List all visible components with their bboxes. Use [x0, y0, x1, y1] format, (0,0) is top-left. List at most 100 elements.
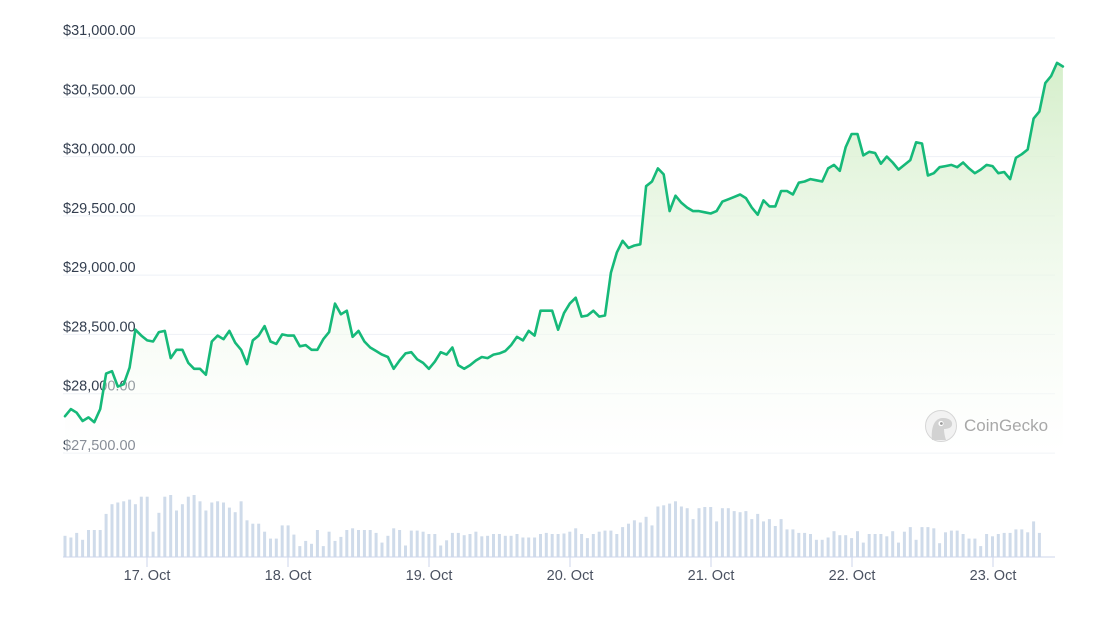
x-tick-label: 21. Oct [688, 568, 735, 584]
gecko-logo-icon [925, 410, 957, 442]
x-tick-label: 22. Oct [829, 568, 876, 584]
volume-bar [650, 525, 654, 557]
volume-bar [368, 530, 372, 557]
volume-bar [709, 507, 713, 557]
volume-bar [333, 540, 337, 557]
volume-bar [409, 530, 413, 557]
volume-bar [63, 535, 67, 557]
volume-bar [662, 505, 666, 557]
volume-bar [104, 513, 108, 557]
volume-bar [1008, 532, 1012, 557]
y-tick-label: $29,500.00 [63, 201, 136, 217]
volume-bar [216, 501, 220, 557]
volume-bar [897, 542, 900, 557]
volume-bar [967, 538, 971, 557]
volume-bar [263, 531, 267, 557]
volume-bar [415, 530, 419, 557]
volume-bar [321, 546, 325, 557]
volume-bar [339, 536, 343, 557]
volume-bar [991, 536, 994, 557]
volume-bar [773, 526, 777, 557]
volume-bar [439, 545, 443, 557]
volume-bar [98, 530, 102, 557]
volume-bar [914, 539, 918, 557]
volume-bar [949, 530, 953, 557]
volume-bar [979, 546, 983, 557]
x-tick-label: 19. Oct [406, 568, 453, 584]
volume-bar [497, 534, 501, 557]
volume-bar [726, 508, 730, 557]
volume-bar [703, 507, 707, 557]
volume-bar [192, 495, 196, 557]
volume-bar [527, 537, 531, 557]
coingecko-watermark: CoinGecko [925, 410, 1048, 442]
volume-bar [486, 535, 490, 557]
x-tick-label: 18. Oct [265, 568, 312, 584]
volume-bar [609, 530, 613, 557]
volume-bar [421, 531, 425, 557]
volume-bar [245, 520, 249, 557]
volume-bar [732, 511, 736, 557]
volume-bar [357, 530, 360, 557]
volume-bar [210, 502, 214, 557]
volume-bar [257, 523, 261, 557]
volume-bar [269, 538, 272, 557]
volume-bar [627, 523, 630, 557]
volume-bar [380, 542, 384, 557]
price-area-fill [65, 62, 1063, 454]
volume-bar [797, 532, 801, 557]
volume-bar [87, 530, 90, 557]
volume-bar [186, 496, 190, 557]
volume-bar [456, 532, 460, 557]
volume-bar [556, 534, 560, 557]
volume-bar [585, 538, 589, 557]
volume-bar [691, 519, 695, 557]
volume-bar [1037, 532, 1041, 557]
y-tick-label: $31,000.00 [63, 23, 136, 39]
volume-bar [1026, 532, 1030, 557]
volume-bar [621, 527, 625, 557]
volume-bar [1002, 532, 1006, 557]
y-axis-labels: $31,000.00 $30,500.00 $30,000.00 $29,500.00… [63, 23, 136, 454]
volume-bar [351, 528, 355, 557]
x-axis-ticks [146, 557, 994, 567]
volume-bar [433, 534, 437, 557]
volume-bar [867, 534, 871, 557]
volume-bar [838, 535, 842, 557]
volume-bar [274, 538, 278, 557]
volume-bar [779, 519, 783, 557]
volume-bar [233, 512, 237, 557]
volume-bar [568, 531, 572, 557]
volume-bar [398, 530, 402, 557]
volume-bar [480, 536, 484, 557]
volume-bar [110, 504, 114, 557]
volume-bar [251, 523, 255, 557]
volume-bar [280, 525, 284, 557]
volume-bar [856, 531, 859, 557]
volume-bar [591, 534, 595, 557]
volume-bar [580, 534, 584, 557]
volume-bar [81, 539, 85, 557]
volume-bar [1014, 529, 1018, 557]
volume-bar [521, 537, 525, 557]
volume-bar [198, 501, 202, 557]
volume-bar [832, 531, 836, 557]
volume-bar [685, 508, 689, 557]
volume-bar [944, 532, 947, 557]
volume-bar [791, 529, 795, 557]
volume-bars [63, 495, 1041, 557]
price-line[interactable] [63, 61, 1065, 424]
volume-bar [474, 531, 478, 557]
volume-bar [69, 537, 73, 557]
volume-bar [427, 534, 431, 557]
volume-bar [720, 508, 724, 557]
volume-bar [697, 508, 701, 557]
volume-bar [1020, 529, 1024, 557]
x-tick-label: 20. Oct [547, 568, 594, 584]
volume-bar [603, 530, 607, 557]
volume-bar [75, 532, 79, 557]
volume-bar [315, 530, 319, 557]
volume-bar [885, 536, 889, 557]
volume-bar [227, 507, 231, 557]
